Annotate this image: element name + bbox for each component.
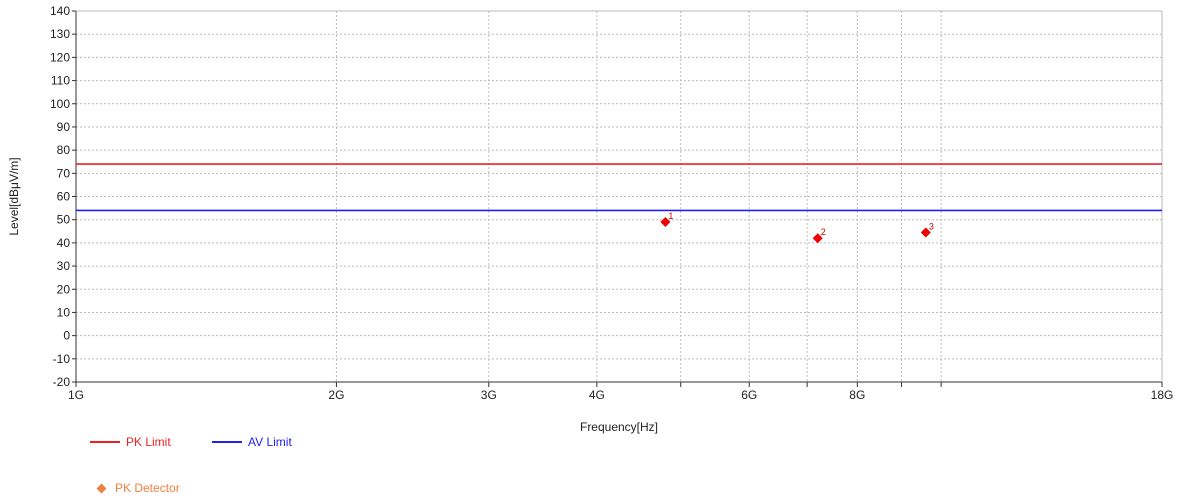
y-tick-label: 60 (57, 190, 71, 204)
y-tick-label: 130 (50, 27, 70, 41)
pk-limit-label: PK Limit (126, 435, 171, 449)
av-limit-swatch (212, 441, 242, 443)
legend-item-pk-limit: PK Limit (90, 435, 171, 449)
point-label: 2 (821, 227, 826, 237)
y-tick-label: -10 (53, 352, 71, 366)
y-tick-label: 140 (50, 4, 70, 18)
y-tick-label: 40 (57, 236, 71, 250)
x-tick-label: 4G (589, 388, 605, 402)
y-tick-label: 110 (51, 74, 70, 88)
y-tick-label: 30 (57, 259, 71, 273)
data-points: 1 2 3 (660, 211, 934, 244)
pk-detector-swatch (96, 483, 107, 493)
y-tick-label: 90 (57, 120, 71, 134)
y-tick-label: 120 (50, 50, 70, 64)
y-tick-label: 20 (57, 282, 71, 296)
y-tick-label: 80 (57, 143, 71, 157)
x-tick-label: 1G (68, 388, 84, 402)
pk-detector-point (812, 233, 823, 244)
x-tick-label: 18G (1151, 388, 1174, 402)
y-tick-label: 70 (57, 166, 71, 180)
x-tick-label: 3G (481, 388, 497, 402)
grid (75, 10, 1163, 383)
point-label: 1 (668, 211, 673, 221)
limit-lines (76, 163, 1162, 212)
pk-limit-swatch (90, 441, 120, 443)
y-tick-label: 100 (50, 97, 70, 111)
pk-detector-point (920, 227, 931, 238)
y-tick-label: 10 (57, 305, 71, 319)
pk-detector-point (660, 217, 671, 228)
x-tick-label: 8G (849, 388, 865, 402)
y-tick-label: 0 (63, 329, 70, 343)
axes: -20 -10 0 10 20 30 40 50 60 70 80 90 100 110 120 130 140… (50, 4, 1173, 402)
x-tick-label: 2G (328, 388, 344, 402)
y-tick-label: -20 (53, 375, 71, 389)
legend-item-av-limit: AV Limit (212, 435, 292, 449)
chart: -20 -10 0 10 20 30 40 50 60 70 80 90 100 110 120 130 140… (7, 4, 1173, 434)
point-label: 3 (929, 221, 934, 231)
x-axis-title: Frequency[Hz] (580, 420, 658, 434)
pk-detector-label: PK Detector (115, 481, 180, 495)
legend-item-pk-detector: PK Detector (94, 481, 180, 495)
av-limit-label: AV Limit (248, 435, 292, 449)
y-axis-title: Level[dBμV/m] (7, 157, 21, 235)
y-tick-label: 50 (57, 213, 71, 227)
x-tick-label: 6G (741, 388, 757, 402)
